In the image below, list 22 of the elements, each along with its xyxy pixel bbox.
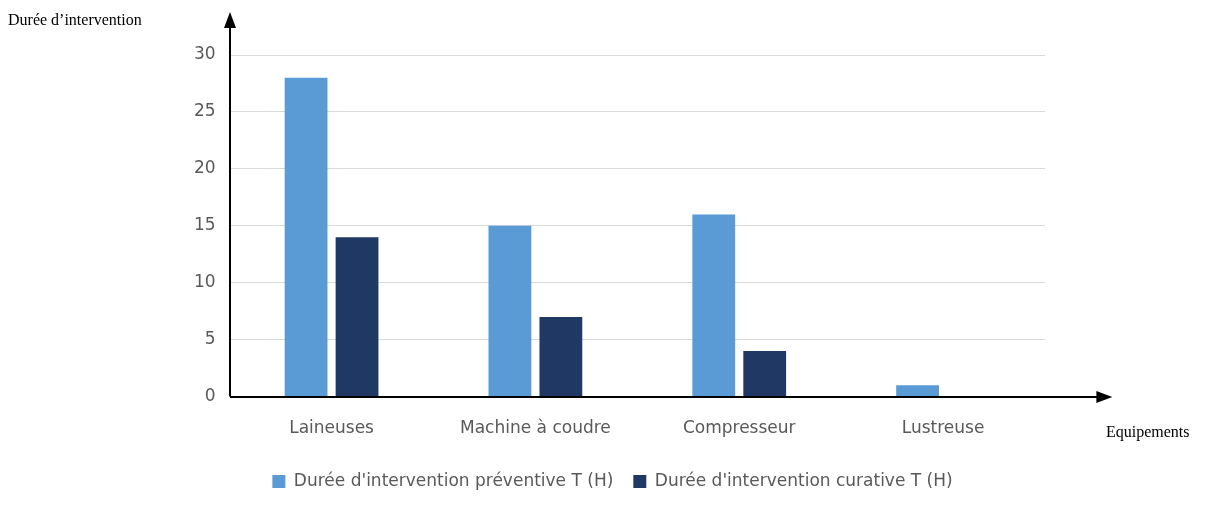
x-tick-label: Machine à coudre	[460, 417, 611, 438]
bar	[539, 316, 583, 397]
y-tick-label: 15	[193, 214, 216, 235]
x-tick-label: Compresseur	[682, 417, 796, 438]
x-tick-label: Laineuses	[289, 417, 375, 438]
y-tick-label: 5	[204, 328, 216, 349]
legend-label: Durée d'intervention préventive T (H)	[293, 469, 614, 490]
bar	[692, 214, 736, 397]
legend-label: Durée d'intervention curative T (H)	[654, 469, 953, 490]
y-tick-label: 25	[193, 100, 216, 121]
bar	[284, 77, 328, 397]
bar	[743, 351, 787, 397]
bar	[335, 237, 379, 397]
x-axis-title: Equipements	[1106, 423, 1190, 442]
y-tick-label: 0	[204, 385, 216, 406]
y-tick-label: 10	[193, 271, 216, 292]
bar	[488, 225, 532, 397]
y-tick-label: 30	[193, 43, 216, 64]
y-axis-title: Durée d’intervention	[8, 11, 142, 29]
x-tick-label: Lustreuse	[901, 417, 985, 438]
y-tick-label: 20	[193, 157, 216, 178]
bar	[896, 385, 939, 397]
